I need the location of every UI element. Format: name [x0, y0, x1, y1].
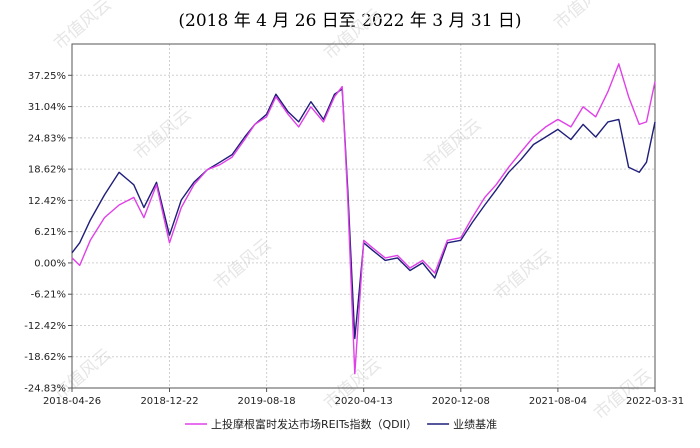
watermark-text: 市值风云 — [50, 0, 115, 54]
series-lines — [71, 63, 656, 375]
x-tick-label: 2018-04-26 — [43, 396, 101, 407]
series-line-benchmark — [71, 88, 656, 340]
series-line-fund — [71, 63, 656, 375]
y-tick-label: 18.62% — [28, 165, 66, 176]
x-tick-label: 2022-03-31 — [626, 396, 684, 407]
legend-label-benchmark: 业绩基准 — [453, 418, 497, 431]
watermark-text: 市值风云 — [130, 105, 195, 164]
watermark-text: 市值风云 — [550, 0, 615, 34]
x-tick-label: 2021-08-04 — [529, 396, 587, 407]
x-tick-label: 2018-12-22 — [140, 396, 198, 407]
y-tick-label: 6.21% — [34, 227, 66, 238]
watermark-text: 市值风云 — [490, 245, 555, 304]
y-tick-label: 24.83% — [28, 133, 66, 144]
gridlines — [72, 44, 655, 389]
y-tick-label: 0.00% — [34, 258, 66, 269]
watermark-text: 市值风云 — [420, 115, 485, 174]
y-tick-label: -24.83% — [24, 384, 66, 395]
y-tick-label: 31.04% — [28, 102, 66, 113]
y-axis: 37.25% 31.04% 24.83% 18.62% 12.42% 6.21% 0.00%… — [24, 71, 72, 395]
y-tick-label: -18.62% — [24, 352, 66, 363]
y-tick-label: 37.25% — [28, 71, 66, 82]
y-tick-label: 12.42% — [28, 196, 66, 207]
y-tick-label: -6.21% — [31, 290, 66, 301]
x-axis: 2018-04-26 2018-12-22 2019-08-18 2020-04-13… — [43, 388, 684, 407]
legend: 上投摩根富时发达市场REITs指数（QDII） 业绩基准 — [185, 417, 497, 431]
y-tick-label: -12.42% — [24, 321, 66, 332]
watermark-text: 市值风云 — [320, 5, 385, 64]
watermark-text: 市值风云 — [590, 365, 655, 424]
x-tick-label: 2019-08-18 — [238, 396, 296, 407]
x-tick-label: 2020-12-08 — [432, 396, 490, 407]
x-tick-label: 2020-04-13 — [335, 396, 393, 407]
watermark-text: 市值风云 — [210, 235, 275, 294]
chart-subtitle: (2018 年 4 月 26 日至 2022 年 3 月 31 日) — [178, 11, 522, 31]
legend-label-fund: 上投摩根富时发达市场REITs指数（QDII） — [211, 417, 417, 431]
